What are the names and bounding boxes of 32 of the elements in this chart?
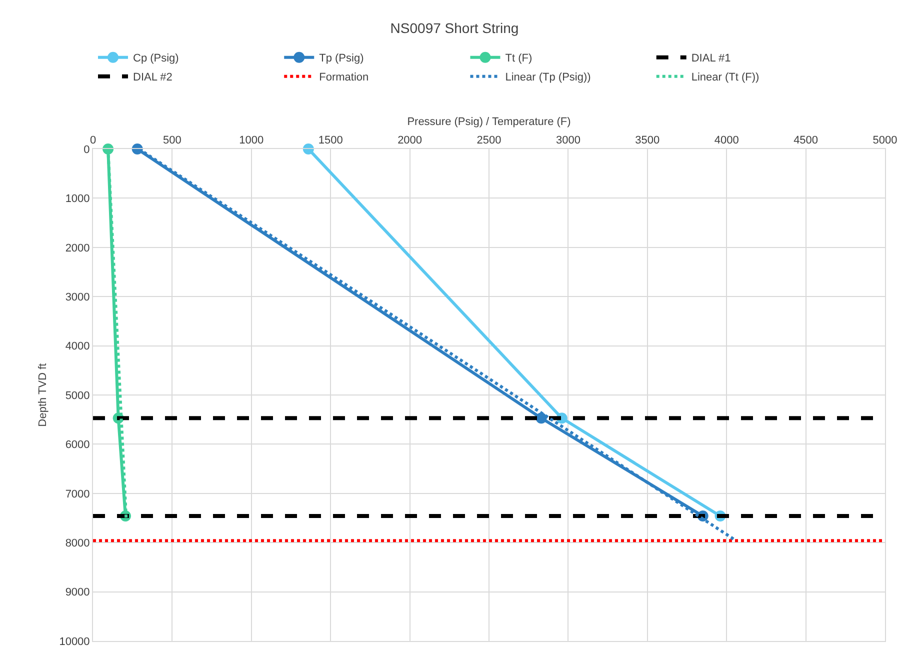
legend-label: DIAL #1 bbox=[691, 52, 731, 65]
y-tick-label: 0 bbox=[84, 144, 90, 156]
y-tick-label: 4000 bbox=[65, 340, 90, 353]
y-axis-title: Depth TVD ft bbox=[36, 363, 49, 427]
x-tick-label: 4500 bbox=[794, 134, 818, 147]
legend-label: Tt (F) bbox=[505, 52, 532, 65]
legend-label: Cp (Psig) bbox=[133, 52, 179, 65]
x-tick-label: 4000 bbox=[714, 134, 739, 147]
y-tick-label: 9000 bbox=[65, 586, 90, 599]
x-tick-label: 3000 bbox=[556, 134, 580, 147]
x-axis-title: Pressure (Psig) / Temperature (F) bbox=[407, 116, 571, 128]
legend-label: Formation bbox=[319, 72, 369, 84]
y-tick-label: 10000 bbox=[59, 636, 90, 648]
x-tick-label: 2000 bbox=[398, 134, 422, 147]
legend-label: Tp (Psig) bbox=[319, 52, 364, 65]
x-tick-label: 1500 bbox=[318, 134, 343, 147]
y-tick-label: 2000 bbox=[65, 242, 90, 254]
y-tick-label: 8000 bbox=[65, 537, 90, 550]
chart-title: NS0097 Short String bbox=[390, 20, 519, 36]
legend-label: Linear (Tt (F)) bbox=[691, 72, 760, 84]
y-tick-label: 5000 bbox=[65, 390, 90, 402]
x-tick-label: 500 bbox=[163, 134, 182, 147]
y-tick-label: 6000 bbox=[65, 439, 90, 452]
x-tick-label: 1000 bbox=[239, 134, 264, 147]
legend-label: DIAL #2 bbox=[133, 72, 172, 84]
x-tick-label: 2500 bbox=[476, 134, 502, 147]
y-tick-label: 7000 bbox=[65, 488, 90, 500]
legend-label: Linear (Tp (Psig)) bbox=[505, 72, 591, 84]
x-tick-label: 5000 bbox=[872, 134, 898, 147]
y-tick-label: 1000 bbox=[65, 193, 90, 206]
x-tick-label: 3500 bbox=[635, 134, 660, 147]
y-tick-label: 3000 bbox=[65, 291, 90, 304]
